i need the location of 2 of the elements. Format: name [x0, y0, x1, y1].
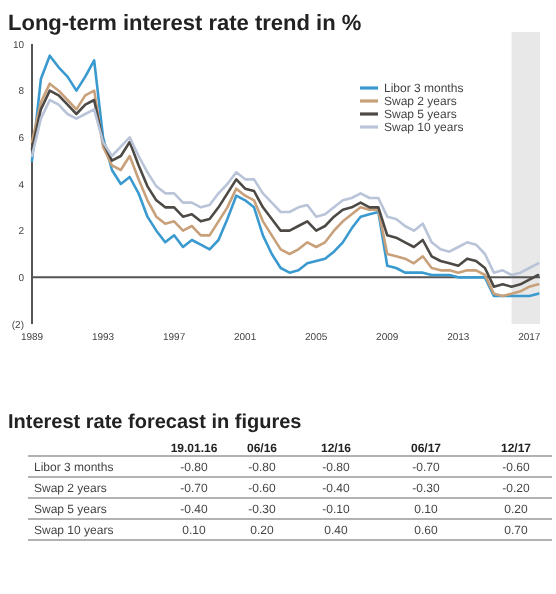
chart-title: Long-term interest rate trend in %	[8, 12, 362, 36]
chart-title: Interest rate forecast in figures	[8, 412, 303, 434]
